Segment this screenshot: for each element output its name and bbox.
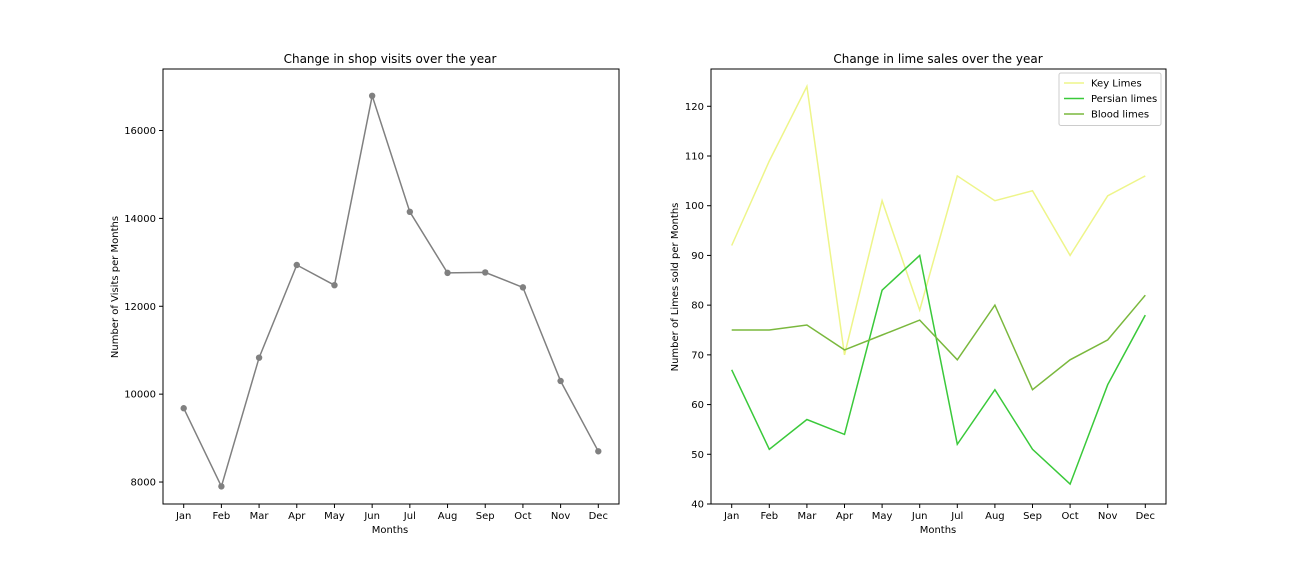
data-point xyxy=(218,483,225,490)
data-point xyxy=(368,92,376,100)
y-tick-label: 50 xyxy=(691,450,704,461)
x-tick-label: Feb xyxy=(760,511,778,522)
x-tick-label: Apr xyxy=(836,511,854,522)
lime-sales-chart: Change in lime sales over the year Jan Fe… xyxy=(670,52,1167,536)
x-tick-label: Sep xyxy=(476,511,495,522)
data-point xyxy=(293,261,300,269)
visits-chart-ylabel: Number of Visits per Months xyxy=(110,216,121,358)
data-point xyxy=(331,281,338,289)
data-point xyxy=(595,448,602,455)
x-tick-label: Aug xyxy=(438,511,458,522)
legend-label: Key Limes xyxy=(1091,79,1142,90)
lime-sales-chart-ylabel: Number of Limes sold per Months xyxy=(670,203,681,372)
visits-chart: Change in shop visits over the year Jan F… xyxy=(110,52,620,536)
series-line-blood-limes xyxy=(731,294,1146,391)
x-tick-label: May xyxy=(324,511,345,522)
data-point xyxy=(255,354,263,361)
y-tick-label: 70 xyxy=(691,350,704,361)
y-tick-label: 14000 xyxy=(124,214,156,225)
data-point xyxy=(519,284,527,291)
lime-sales-chart-xlabel: Months xyxy=(920,525,957,536)
series-line-visits xyxy=(183,92,599,489)
y-tick-label: 120 xyxy=(685,102,704,113)
series-line-key-limes xyxy=(731,83,1146,356)
visits-chart-title: Change in shop visits over the year xyxy=(284,52,497,66)
data-point xyxy=(482,269,489,276)
y-tick-label: 80 xyxy=(691,301,704,312)
lime-sales-chart-frame xyxy=(710,68,1167,505)
x-tick-label: Feb xyxy=(213,511,231,522)
x-tick-label: Jun xyxy=(363,511,380,522)
x-tick-label: Jun xyxy=(911,511,928,522)
x-tick-label: Oct xyxy=(514,511,531,522)
y-tick-label: 10000 xyxy=(124,390,156,401)
x-tick-label: Sep xyxy=(1023,511,1042,522)
series-line-persian-limes xyxy=(731,253,1146,486)
x-tick-label: Nov xyxy=(551,511,571,522)
x-tick-label: Mar xyxy=(797,511,817,522)
visits-chart-frame xyxy=(162,68,620,505)
x-tick-label: Dec xyxy=(589,511,608,522)
y-tick-label: 12000 xyxy=(124,302,156,313)
y-tick-label: 40 xyxy=(691,500,704,511)
x-tick-label: Jan xyxy=(175,511,191,522)
x-tick-label: Jul xyxy=(403,511,416,522)
y-tick-label: 110 xyxy=(685,152,704,163)
y-tick-label: 100 xyxy=(685,201,704,212)
x-tick-label: Aug xyxy=(985,511,1005,522)
lime-sales-chart-title: Change in lime sales over the year xyxy=(833,52,1042,66)
data-point xyxy=(557,377,564,385)
x-tick-label: May xyxy=(872,511,893,522)
x-tick-label: Mar xyxy=(250,511,270,522)
lime-sales-legend: Key Limes Persian limes Blood limes xyxy=(1058,72,1162,126)
x-tick-label: Jul xyxy=(950,511,963,522)
visits-chart-xlabel: Months xyxy=(372,525,409,536)
x-tick-label: Jan xyxy=(723,511,739,522)
x-tick-label: Dec xyxy=(1136,511,1155,522)
x-tick-label: Oct xyxy=(1061,511,1078,522)
y-tick-label: 60 xyxy=(691,400,704,411)
data-point xyxy=(180,405,187,412)
y-tick-label: 16000 xyxy=(124,126,156,137)
y-tick-label: 90 xyxy=(691,251,704,262)
data-point xyxy=(444,269,451,277)
legend-label: Persian limes xyxy=(1091,94,1157,105)
legend-label: Blood limes xyxy=(1091,110,1149,121)
legend-box xyxy=(1058,72,1162,126)
data-point xyxy=(406,208,414,216)
y-tick-label: 8000 xyxy=(131,478,156,489)
x-tick-label: Nov xyxy=(1098,511,1118,522)
x-tick-label: Apr xyxy=(288,511,306,522)
